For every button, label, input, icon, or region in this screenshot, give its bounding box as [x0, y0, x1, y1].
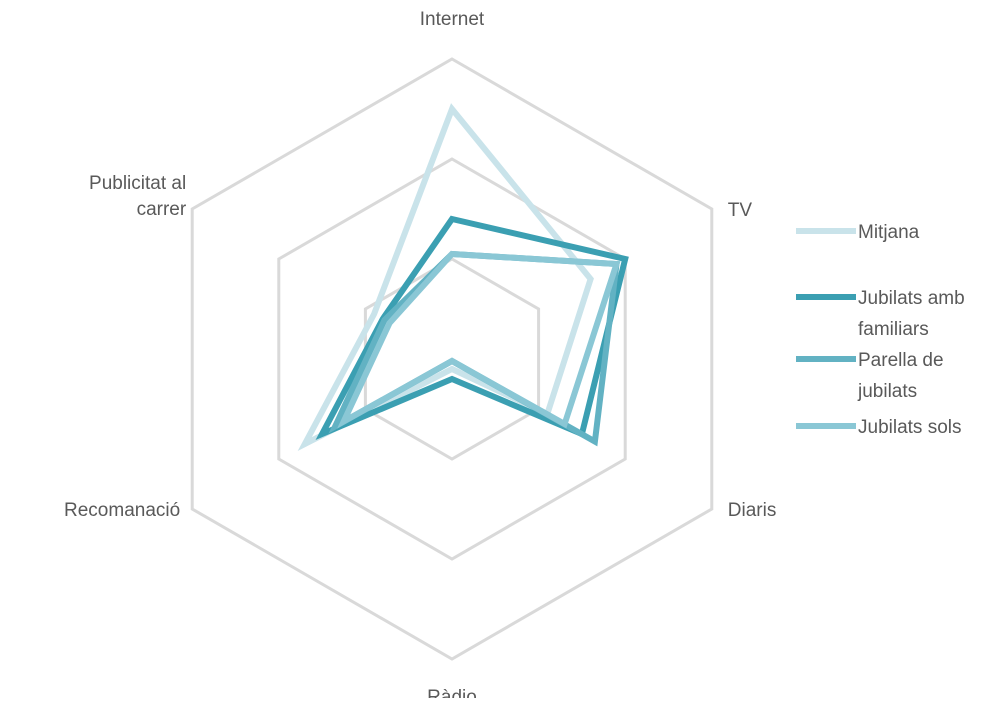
legend-entry-mitjana: Mitjana: [796, 222, 920, 243]
legend-label-line: Parella de: [858, 350, 944, 371]
legend-label-line: jubilats: [857, 381, 917, 402]
series-jubilats-sols: [337, 250, 621, 429]
axis-label-publicitat-al-carrer: Publicitat al carrer: [89, 173, 187, 220]
axis-label-internet: Internet: [420, 9, 485, 30]
legend-label-line: familiars: [858, 319, 929, 340]
axis-label-line: Internet: [420, 9, 485, 30]
axis-label-line: Diaris: [728, 500, 777, 521]
legend-label-line: Mitjana: [858, 222, 920, 243]
axis-label-diaris: Diaris: [728, 500, 777, 521]
series-mitjana: [297, 103, 594, 452]
legend-label: Parella de jubilats: [857, 350, 944, 402]
legend-label: Mitjana: [858, 222, 920, 243]
axis-label-line: Recomanació: [64, 500, 180, 521]
legend-label: Jubilats sols: [858, 417, 962, 438]
legend: Mitjana Jubilats amb familiars Parella de ju…: [796, 222, 965, 438]
radar-series-group: [297, 103, 629, 452]
axis-label-line: Publicitat al: [89, 173, 186, 194]
legend-entry-jubilats-sols: Jubilats sols: [796, 417, 962, 438]
legend-label: Jubilats amb familiars: [858, 288, 965, 340]
legend-label-line: Jubilats amb: [858, 288, 965, 309]
legend-entry-parella-de-jubilats: Parella de jubilats: [796, 350, 944, 402]
axis-label-line: Ràdio: [427, 687, 477, 698]
axis-label-line: TV: [728, 200, 753, 221]
axis-label-line: carrer: [137, 199, 187, 220]
legend-label-line: Jubilats sols: [858, 417, 962, 438]
axis-label-radio: Ràdio: [427, 687, 477, 698]
grid-ring-3: [190, 57, 714, 661]
grid-ring-1: [363, 257, 541, 461]
axis-label-recomanacio: Recomanació: [64, 500, 180, 521]
axis-label-tv: TV: [728, 200, 753, 221]
axis-labels: Internet TV Diaris Ràdio Recomanació Publicit…: [64, 9, 777, 703]
legend-entry-jubilats-amb-familiars: Jubilats amb familiars: [796, 288, 965, 340]
